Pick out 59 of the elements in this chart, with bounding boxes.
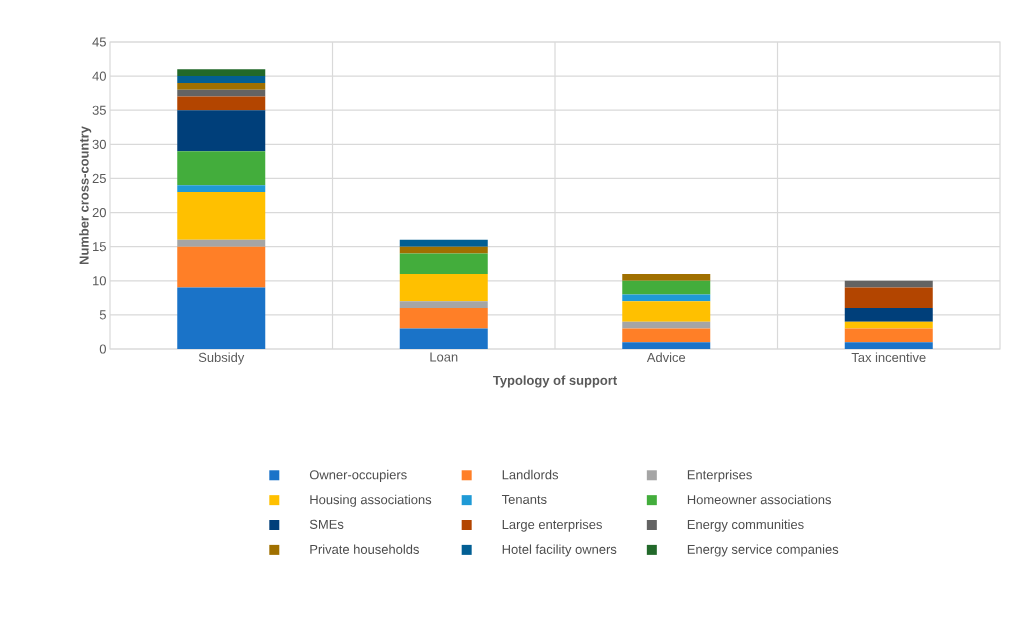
bar xyxy=(177,246,266,288)
legend-label: Private households xyxy=(310,544,419,554)
bar xyxy=(844,321,933,329)
x-axis-title: Typology of support xyxy=(493,375,617,388)
bar xyxy=(622,294,711,302)
bar xyxy=(844,287,933,309)
bar xyxy=(399,301,488,309)
y-tick-label: 25 xyxy=(92,173,106,184)
bar xyxy=(177,185,266,193)
bar xyxy=(844,342,933,349)
legend-label: Energy service companies xyxy=(687,544,839,557)
x-tick-label: Tax incentive xyxy=(851,352,926,363)
bar xyxy=(844,308,933,322)
legend-label: Hotel facility owners xyxy=(502,544,617,557)
bar xyxy=(399,308,488,329)
bar xyxy=(177,151,266,186)
legend-label: Tenants xyxy=(501,494,547,504)
y-tick-label: 45 xyxy=(92,37,106,47)
bar xyxy=(177,82,266,90)
y-tick-label: 0 xyxy=(99,344,106,354)
bar xyxy=(622,280,711,295)
bar xyxy=(622,301,711,322)
y-tick-label: 30 xyxy=(92,139,106,149)
bar xyxy=(177,76,266,83)
bar xyxy=(399,273,488,302)
bar xyxy=(622,273,711,281)
bar xyxy=(399,239,488,247)
y-tick-label: 40 xyxy=(92,71,106,81)
bar xyxy=(622,328,711,343)
y-tick-label: 10 xyxy=(93,276,106,286)
bar xyxy=(622,342,711,349)
legend-label: Large enterprises xyxy=(502,519,602,532)
bar xyxy=(177,89,266,97)
bar xyxy=(177,287,266,349)
y-tick-label: 5 xyxy=(99,310,106,320)
legend-label: Housing associations xyxy=(310,494,432,507)
legend-label: SMEs xyxy=(309,519,344,529)
y-tick-label: 20 xyxy=(92,207,106,218)
bar xyxy=(844,280,933,288)
bar xyxy=(177,96,266,111)
legend-label: Owner-occupiers xyxy=(309,469,407,482)
bar xyxy=(622,321,711,329)
bar xyxy=(399,253,488,274)
y-tick-label: 15 xyxy=(93,242,106,252)
x-tick-label: Subsidy xyxy=(198,352,245,365)
bar xyxy=(177,69,266,77)
bar xyxy=(177,110,266,152)
x-tick-label: Loan xyxy=(430,352,458,362)
y-axis-title: Number cross-country xyxy=(79,126,92,265)
legend-label: Energy communities xyxy=(687,519,804,532)
x-tick-label: Advice xyxy=(646,352,686,363)
bar xyxy=(177,192,266,240)
legend-label: Enterprises xyxy=(687,469,752,482)
bar xyxy=(399,328,488,349)
y-tick-label: 35 xyxy=(92,105,106,115)
bar xyxy=(844,328,933,343)
bar xyxy=(177,239,266,247)
legend-label: Homeowner associations xyxy=(687,494,832,505)
legend-label: Landlords xyxy=(502,469,559,480)
